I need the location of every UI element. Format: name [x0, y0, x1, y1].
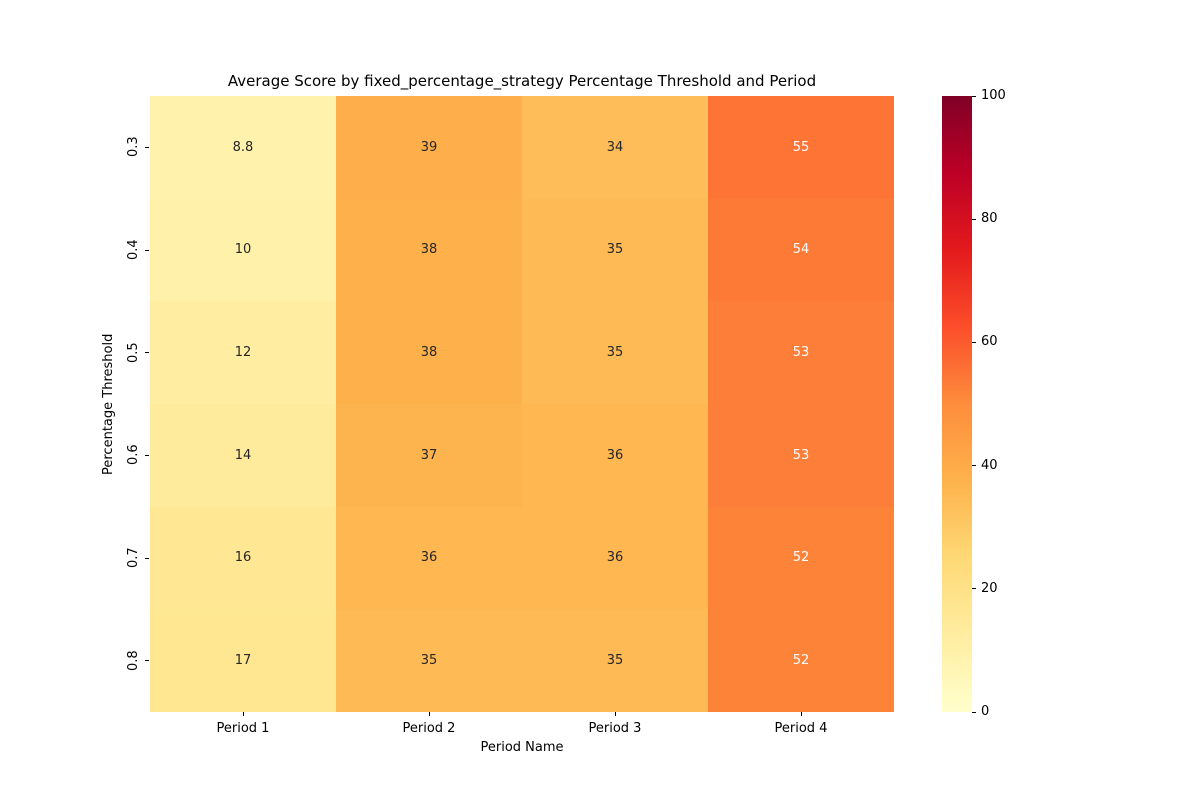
heatmap-cell: 10 [150, 198, 336, 302]
cell-value: 34 [606, 139, 624, 155]
colorbar-tick-label: 60 [981, 334, 998, 350]
heatmap-cell: 12 [150, 301, 336, 404]
cell-value: 10 [234, 242, 252, 258]
colorbar-tick-mark [972, 218, 976, 220]
heatmap-cell: 34 [522, 96, 708, 199]
tick-mark [145, 454, 149, 456]
colorbar-tick-label: 40 [981, 457, 998, 473]
cell-value: 35 [606, 653, 624, 669]
colorbar-tick-label: 80 [981, 211, 998, 227]
colorbar-tick-label: 100 [981, 88, 1006, 103]
cell-value: 55 [792, 139, 810, 155]
heatmap-cell: 52 [708, 506, 894, 610]
colorbar-tick-mark [972, 711, 976, 713]
cell-value: 52 [792, 550, 810, 566]
cell-value: 38 [420, 345, 438, 361]
heatmap-cell: 52 [708, 609, 894, 712]
y-tick-label: 0.6 [126, 444, 141, 466]
heatmap-cell: 8.8 [150, 96, 336, 199]
heatmap-cell: 35 [522, 301, 708, 404]
y-tick-label: 0.4 [126, 239, 141, 261]
x-tick-label: Period 4 [774, 721, 828, 736]
cell-value: 35 [606, 242, 624, 258]
cell-value: 37 [420, 447, 438, 463]
heatmap-plot-area: 8.8 39 34 55 10 38 35 54 12 38 35 53 14 37 36 53 16 36 36 5… [150, 96, 894, 712]
tick-mark [145, 146, 149, 148]
x-axis-label: Period Name [480, 740, 564, 755]
cell-value: 14 [234, 447, 252, 463]
heatmap-cell: 14 [150, 403, 336, 507]
tick-mark [614, 712, 616, 716]
y-tick-label: 0.5 [126, 342, 141, 363]
heatmap-cell: 36 [336, 506, 522, 610]
cell-value: 17 [234, 653, 252, 669]
cell-value: 36 [606, 550, 624, 566]
heatmap-cell: 37 [336, 403, 522, 507]
heatmap-cell: 36 [522, 506, 708, 610]
x-tick-label: Period 1 [216, 721, 270, 736]
tick-mark [242, 712, 244, 716]
cell-value: 36 [606, 447, 624, 463]
tick-mark [145, 557, 149, 559]
tick-mark [145, 249, 149, 251]
heatmap-cell: 35 [522, 198, 708, 302]
tick-mark [145, 660, 149, 662]
cell-value: 16 [234, 550, 252, 566]
heatmap-cell: 54 [708, 198, 894, 302]
cell-value: 53 [792, 345, 810, 361]
heatmap-cell: 35 [522, 609, 708, 712]
heatmap-cell: 16 [150, 506, 336, 610]
cell-value: 53 [792, 447, 810, 463]
cell-value: 39 [420, 139, 438, 155]
heatmap-cell: 38 [336, 301, 522, 404]
colorbar [942, 96, 972, 712]
heatmap-cell: 53 [708, 301, 894, 404]
colorbar-tick-mark [972, 95, 976, 97]
tick-mark [428, 712, 430, 716]
tick-mark [145, 352, 149, 354]
tick-mark [800, 712, 802, 716]
colorbar-tick-mark [972, 588, 976, 590]
heatmap-cell: 39 [336, 96, 522, 199]
chart-title: Average Score by fixed_percentage_strate… [227, 72, 817, 90]
cell-value: 54 [792, 242, 810, 258]
cell-value: 12 [234, 345, 252, 361]
cell-value: 38 [420, 242, 438, 258]
y-tick-label: 0.7 [126, 547, 141, 569]
heatmap-cell: 35 [336, 609, 522, 712]
colorbar-tick-mark [972, 465, 976, 467]
cell-value: 35 [606, 345, 624, 361]
heatmap-cell: 38 [336, 198, 522, 302]
cell-value: 35 [420, 653, 438, 669]
heatmap-cell: 53 [708, 403, 894, 507]
heatmap-cell: 55 [708, 96, 894, 199]
heatmap-cell: 36 [522, 403, 708, 507]
cell-value: 36 [420, 550, 438, 566]
colorbar-tick-mark [972, 341, 976, 343]
x-tick-label: Period 3 [588, 721, 642, 736]
y-tick-label: 0.3 [126, 136, 141, 158]
y-axis-label: Percentage Threshold [101, 333, 116, 475]
cell-value: 52 [792, 653, 810, 669]
colorbar-tick-label: 20 [981, 580, 998, 596]
cell-value: 8.8 [232, 139, 254, 155]
x-tick-label: Period 2 [402, 721, 456, 736]
y-tick-label: 0.8 [126, 650, 141, 671]
heatmap-cell: 17 [150, 609, 336, 712]
colorbar-tick-label: 0 [981, 704, 990, 719]
